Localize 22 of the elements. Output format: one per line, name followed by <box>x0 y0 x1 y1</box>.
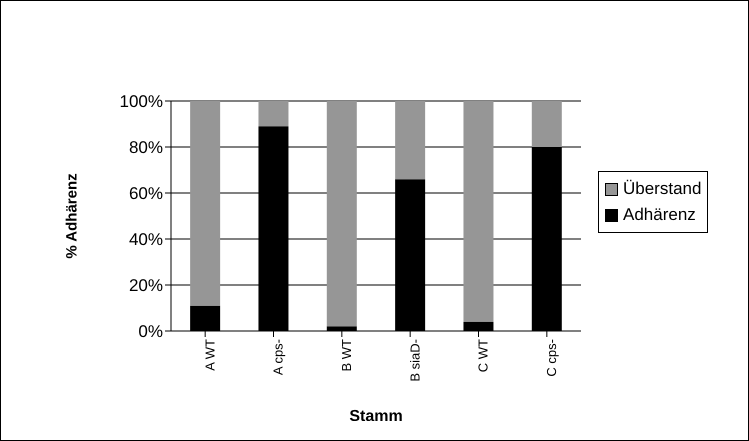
x-tick-label: C cps- <box>544 339 560 377</box>
x-tick-label: A cps- <box>270 339 286 376</box>
y-tick-label: 40% <box>128 230 163 250</box>
x-tick-label: B WT <box>339 338 354 372</box>
y-tick-label: 100% <box>120 92 163 112</box>
bar <box>532 101 562 147</box>
bar <box>395 101 426 180</box>
x-tick-label: A WT <box>202 338 218 371</box>
y-tick-label: 20% <box>128 276 163 296</box>
y-tick-label: 0% <box>138 322 163 342</box>
y-tick-label: 80% <box>128 138 163 158</box>
legend-label: Überstand <box>623 178 702 200</box>
y-axis-title: % Adhärenz <box>63 173 80 259</box>
bar <box>190 101 220 306</box>
x-axis-title: Stamm <box>349 408 403 425</box>
bar <box>326 101 357 326</box>
legend-label: Adhärenz <box>623 204 696 226</box>
bar <box>463 101 494 322</box>
x-tick-label: C WT <box>476 338 491 372</box>
y-tick-label: 60% <box>128 184 163 204</box>
x-tick-label: B siaD- <box>407 339 422 382</box>
bar <box>258 101 288 126</box>
